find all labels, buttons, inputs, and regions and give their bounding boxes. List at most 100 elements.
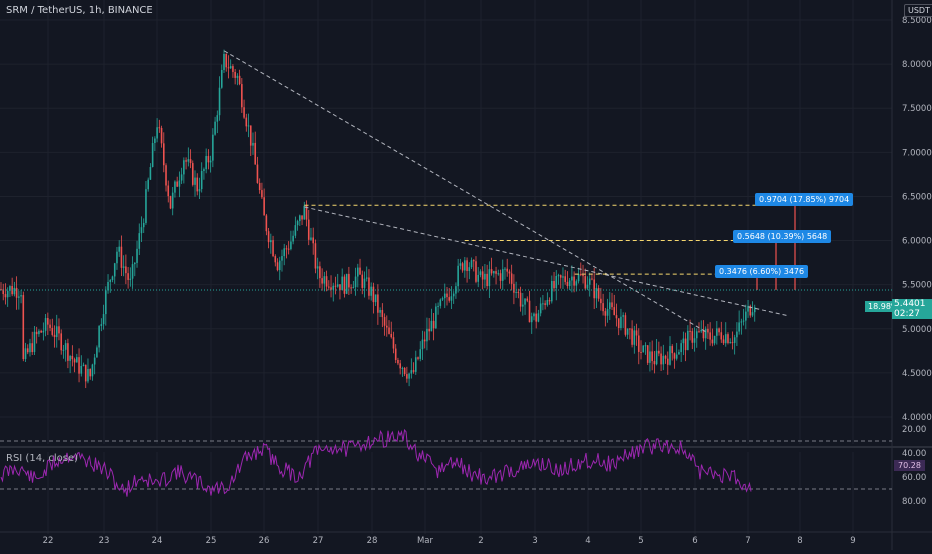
candle-body [615,315,618,319]
candle-body [24,348,27,360]
measure-label-3[interactable]: 0.3476 (6.60%) 3476 [715,265,809,278]
candle-body [339,284,341,291]
time-tick-label: 9 [850,536,855,546]
candle-body [586,284,589,289]
candle-body [328,286,330,288]
candle-body [542,303,544,305]
candle-body [127,273,129,280]
candle-body [383,317,386,326]
candle-body [292,235,294,242]
candle-body [633,330,636,345]
candle-body [731,342,734,344]
candle-body [530,316,533,323]
candle-body [649,351,651,363]
candle-body [707,328,709,333]
candle-body [392,337,395,349]
candle-body [227,67,230,69]
candle-body [564,276,566,282]
candle-body [546,300,549,305]
candle-body [149,166,152,180]
trendline-1 [223,50,709,334]
candle-body [185,160,187,162]
candle-body [678,352,680,355]
candle-body [55,326,58,338]
candle-body [207,156,210,163]
price-tick-label: 4.5000 [902,369,932,379]
candle-body [350,287,352,289]
candle-body [508,271,511,274]
candle-body [243,107,245,118]
symbol-title[interactable]: SRM / TetherUS, 1h, BINANCE [6,5,153,16]
candle-body [64,343,67,350]
candle-body [651,351,653,362]
candle-body [577,274,580,282]
candle-body [624,315,627,335]
candle-body [102,314,105,325]
candle-body [557,275,560,277]
candle-body [299,215,301,222]
candle-body [740,321,743,323]
candle-body [370,286,372,296]
rsi-tick-label: 80.00 [902,497,926,507]
candle-body [544,303,546,305]
candle-body [336,284,339,287]
candle-body [553,280,555,289]
candle-body [256,164,259,183]
candle-body [450,296,453,301]
candle-body [4,294,7,298]
candle-body [111,276,114,280]
candle-body [229,66,232,69]
candle-body [573,276,575,286]
candle-body [49,324,51,328]
candle-body [363,278,366,288]
candle-body [571,276,573,281]
candle-body [58,326,60,334]
candle-body [361,274,364,288]
candle-body [702,329,705,339]
candle-body [214,121,216,135]
candle-body [78,357,80,374]
candle-body [539,303,542,314]
candle-body [584,276,587,289]
candle-body [113,263,116,277]
candle-body [29,343,31,353]
candle-body [15,287,18,298]
candle-body [501,269,504,281]
candle-body [408,373,410,379]
candle-body [510,273,513,284]
candle-body [238,75,241,85]
price-tick-label: 4.0000 [902,413,932,423]
candle-body [548,300,551,302]
candle-body [497,273,500,275]
candle-body [174,181,176,193]
candle-body [290,241,292,250]
candle-body [47,318,49,325]
candle-body [695,331,698,339]
candle-body [390,333,393,338]
time-tick-label: Mar [417,536,434,546]
candle-body [412,370,415,372]
rsi-title[interactable]: RSI (14, close) [6,453,79,464]
candle-body [332,285,335,290]
candle-body [120,246,123,268]
candle-body [406,374,408,379]
measure-label-1[interactable]: 0.9704 (17.85%) 9704 [755,193,854,206]
candle-body [629,328,631,330]
time-tick-label: 2 [478,536,483,546]
candle-body [689,330,691,332]
currency-unit[interactable]: USDT [904,4,932,17]
candle-body [675,354,678,359]
candle-body [40,330,42,333]
candle-body [426,328,428,342]
candle-body [455,286,457,294]
candle-body [281,256,283,261]
time-tick-label: 4 [585,536,590,546]
measure-label-2[interactable]: 0.5648 (10.39%) 5648 [733,230,832,243]
candle-body [428,328,430,332]
candle-body [617,318,620,329]
candle-body [464,260,466,271]
candle-body [22,295,25,360]
candle-body [109,279,112,282]
candle-body [720,332,723,340]
candle-body [602,303,604,312]
